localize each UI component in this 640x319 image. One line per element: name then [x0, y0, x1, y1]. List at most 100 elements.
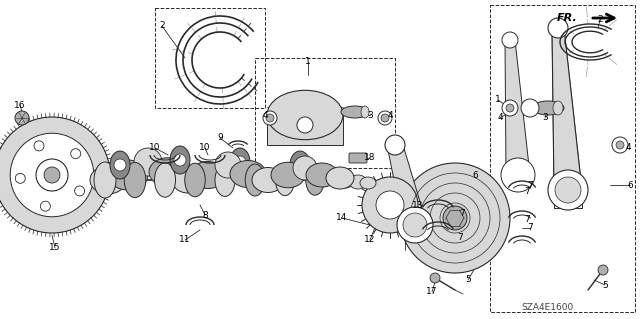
Circle shape [430, 273, 440, 283]
Ellipse shape [361, 106, 369, 118]
Circle shape [0, 117, 110, 233]
Ellipse shape [110, 151, 130, 179]
Circle shape [612, 137, 628, 153]
Text: 4: 4 [387, 110, 393, 120]
Text: 15: 15 [49, 243, 61, 253]
Circle shape [40, 201, 51, 211]
Text: 7: 7 [527, 224, 533, 233]
Ellipse shape [230, 160, 266, 188]
Text: 7: 7 [459, 209, 465, 218]
Text: 7: 7 [524, 216, 530, 225]
Circle shape [263, 111, 277, 125]
Circle shape [293, 156, 317, 180]
Circle shape [506, 104, 514, 112]
Ellipse shape [553, 101, 563, 115]
Ellipse shape [90, 166, 126, 194]
Circle shape [44, 167, 60, 183]
Ellipse shape [326, 167, 354, 189]
Text: 12: 12 [364, 235, 376, 244]
Circle shape [403, 213, 427, 237]
Circle shape [598, 265, 608, 275]
Circle shape [378, 111, 392, 125]
Ellipse shape [230, 148, 250, 176]
Bar [155, 8, 265, 108]
Text: 4: 4 [625, 144, 631, 152]
Circle shape [443, 206, 467, 230]
Text: 10: 10 [149, 144, 161, 152]
Text: 4: 4 [497, 114, 503, 122]
Text: 1: 1 [305, 57, 311, 66]
Circle shape [616, 141, 624, 149]
Text: 16: 16 [14, 100, 26, 109]
Circle shape [502, 100, 518, 116]
Text: 5: 5 [602, 280, 608, 290]
Ellipse shape [306, 165, 324, 195]
Text: SZA4E1600: SZA4E1600 [522, 303, 574, 313]
Ellipse shape [341, 106, 369, 118]
Ellipse shape [360, 177, 376, 189]
Text: 10: 10 [199, 144, 211, 152]
Circle shape [15, 111, 29, 125]
Text: 2: 2 [159, 21, 165, 31]
Text: 14: 14 [336, 213, 348, 222]
Circle shape [397, 207, 433, 243]
Polygon shape [552, 28, 582, 190]
FancyBboxPatch shape [267, 115, 343, 145]
Bar [255, 58, 395, 168]
Ellipse shape [275, 164, 294, 196]
Ellipse shape [532, 101, 564, 115]
Circle shape [502, 32, 518, 48]
Circle shape [234, 156, 246, 168]
Circle shape [548, 18, 568, 38]
Circle shape [501, 158, 535, 192]
Circle shape [294, 159, 306, 171]
Circle shape [400, 163, 510, 273]
Ellipse shape [271, 162, 305, 188]
Text: FR.: FR. [557, 13, 578, 23]
Circle shape [555, 177, 581, 203]
FancyBboxPatch shape [349, 153, 367, 163]
Ellipse shape [149, 158, 187, 186]
Circle shape [362, 177, 418, 233]
Circle shape [385, 135, 405, 155]
Ellipse shape [154, 163, 175, 197]
Ellipse shape [335, 172, 355, 188]
Circle shape [381, 114, 389, 122]
Text: 6: 6 [472, 170, 478, 180]
Ellipse shape [215, 164, 235, 197]
Circle shape [70, 149, 81, 159]
Circle shape [297, 117, 313, 133]
Ellipse shape [124, 162, 146, 197]
Text: 7: 7 [457, 233, 463, 241]
Circle shape [15, 173, 25, 183]
Circle shape [521, 99, 539, 117]
Circle shape [114, 159, 126, 171]
Text: 17: 17 [426, 287, 438, 296]
Text: 3: 3 [542, 114, 548, 122]
Circle shape [215, 152, 241, 178]
Text: 8: 8 [202, 211, 208, 219]
Ellipse shape [267, 90, 343, 140]
Ellipse shape [108, 160, 148, 190]
Text: 6: 6 [627, 181, 633, 189]
Text: 7: 7 [527, 181, 533, 189]
Ellipse shape [172, 167, 204, 193]
Circle shape [75, 186, 84, 196]
Ellipse shape [185, 163, 205, 197]
Ellipse shape [252, 167, 284, 192]
Text: 18: 18 [364, 153, 376, 162]
Polygon shape [505, 40, 530, 175]
Ellipse shape [170, 146, 190, 174]
Text: 3: 3 [367, 110, 373, 120]
Text: 9: 9 [217, 133, 223, 143]
Circle shape [34, 141, 44, 151]
Circle shape [266, 114, 274, 122]
Ellipse shape [245, 164, 265, 196]
Ellipse shape [290, 151, 310, 179]
Circle shape [36, 159, 68, 191]
Circle shape [376, 191, 404, 219]
Text: 2: 2 [597, 16, 603, 25]
Circle shape [174, 154, 186, 166]
Ellipse shape [190, 161, 226, 189]
Text: 7: 7 [524, 188, 530, 197]
